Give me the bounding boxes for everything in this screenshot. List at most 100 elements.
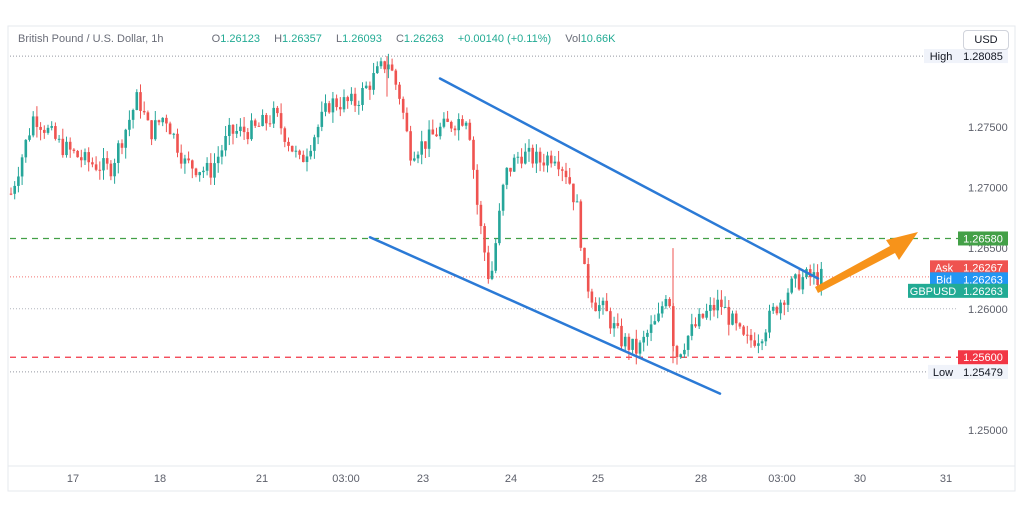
candle-body xyxy=(253,120,257,126)
candle-body xyxy=(279,113,283,129)
candle-body xyxy=(701,313,705,318)
candle-body xyxy=(31,116,35,136)
x-tick-label: 03:00 xyxy=(332,473,360,485)
price-axis[interactable]: 1.250001.255001.260001.265001.270001.275… xyxy=(968,122,1008,437)
candle-body xyxy=(309,150,312,157)
candle-body xyxy=(483,226,486,253)
candle-body xyxy=(287,141,290,146)
candle-body xyxy=(331,98,335,113)
low-value: 1.26093 xyxy=(342,33,382,45)
candle-body xyxy=(172,133,176,135)
candle-body xyxy=(697,313,701,327)
candle-body xyxy=(720,299,723,307)
candle-body xyxy=(113,162,116,177)
candle-body xyxy=(546,155,549,166)
candle-body xyxy=(572,183,575,203)
candle-body xyxy=(568,177,571,184)
candle-body xyxy=(216,156,220,164)
candle-body xyxy=(531,147,534,164)
candle-body xyxy=(9,193,13,195)
high-name: High xyxy=(930,51,953,63)
descending-channel[interactable] xyxy=(368,77,820,395)
candle-body xyxy=(553,161,557,164)
candle-body xyxy=(753,340,756,346)
candle-body xyxy=(679,354,682,358)
candle-body xyxy=(675,346,679,358)
candle-body xyxy=(94,164,98,170)
candle-body xyxy=(723,306,727,308)
candle-body xyxy=(46,127,50,133)
candle-body xyxy=(65,141,68,156)
candle-body xyxy=(268,123,272,125)
candle-body xyxy=(357,104,361,106)
symbol-name-tag xyxy=(908,283,958,298)
low-label: L xyxy=(335,33,343,45)
candle-body xyxy=(760,341,764,344)
candle-body xyxy=(154,120,157,140)
candle-body xyxy=(779,302,782,314)
candle-body xyxy=(305,156,309,163)
candle-body xyxy=(87,152,90,163)
candle-body xyxy=(771,306,775,311)
candle-body xyxy=(276,107,279,114)
candle-body xyxy=(272,107,275,124)
candle-body xyxy=(820,268,823,286)
low-value: 1.25479 xyxy=(963,367,1003,379)
candle-body xyxy=(228,124,231,136)
candle-body xyxy=(479,204,483,227)
candle-body xyxy=(98,169,102,171)
candle-body xyxy=(579,201,583,248)
candle-body xyxy=(139,92,142,111)
candle-body xyxy=(705,310,708,318)
y-tick-label: 1.26500 xyxy=(968,243,1008,255)
candle-body xyxy=(342,97,346,110)
x-tick-label: 30 xyxy=(854,473,866,485)
symbol-title[interactable]: British Pound / U.S. Dollar, 1h xyxy=(18,33,164,45)
channel-upper-line[interactable] xyxy=(438,77,820,280)
candle-body xyxy=(590,291,594,303)
candle-body xyxy=(631,338,634,350)
candle-body xyxy=(690,324,694,336)
candle-body xyxy=(176,133,179,153)
open-label: O xyxy=(211,33,221,45)
candle-body xyxy=(535,151,538,164)
candle-body xyxy=(594,302,597,312)
candle-body xyxy=(727,306,731,325)
candle-body xyxy=(246,132,250,140)
candle-body xyxy=(57,138,61,140)
x-tick-label: 23 xyxy=(417,473,429,485)
y-tick-label: 1.27500 xyxy=(968,122,1008,134)
support-value-tag xyxy=(958,350,1008,365)
candle-body xyxy=(157,120,161,123)
candle-body xyxy=(498,210,501,244)
breakout-arrow[interactable] xyxy=(815,232,918,293)
candle-body xyxy=(239,126,242,131)
candle-body xyxy=(368,85,372,90)
channel-lower-line[interactable] xyxy=(368,236,722,395)
currency-button[interactable]: USD xyxy=(963,30,1009,50)
arrow-shape[interactable] xyxy=(815,232,918,293)
close-label: C xyxy=(395,33,404,45)
candle-body xyxy=(168,123,172,135)
candle-body xyxy=(783,302,786,305)
candle-body xyxy=(775,306,779,314)
candle-body xyxy=(786,292,790,305)
candle-body xyxy=(620,325,623,347)
chart-frame xyxy=(7,25,1016,492)
candle-body xyxy=(549,155,553,164)
candle-body xyxy=(438,126,442,137)
symbol-value-tag xyxy=(958,283,1008,298)
candle-body xyxy=(468,122,472,140)
candle-body xyxy=(660,306,664,314)
candle-body xyxy=(794,274,797,279)
y-tick-label: 1.27000 xyxy=(968,183,1008,195)
candle-body xyxy=(509,167,512,172)
candle-body xyxy=(512,157,516,172)
time-axis[interactable]: 17 18 21 03:00 23 24 25 28 03:00 30 31 xyxy=(67,473,952,485)
candle-body xyxy=(757,343,760,346)
candle-body xyxy=(520,156,523,164)
candle-body xyxy=(494,243,497,271)
candle-body xyxy=(213,163,216,178)
